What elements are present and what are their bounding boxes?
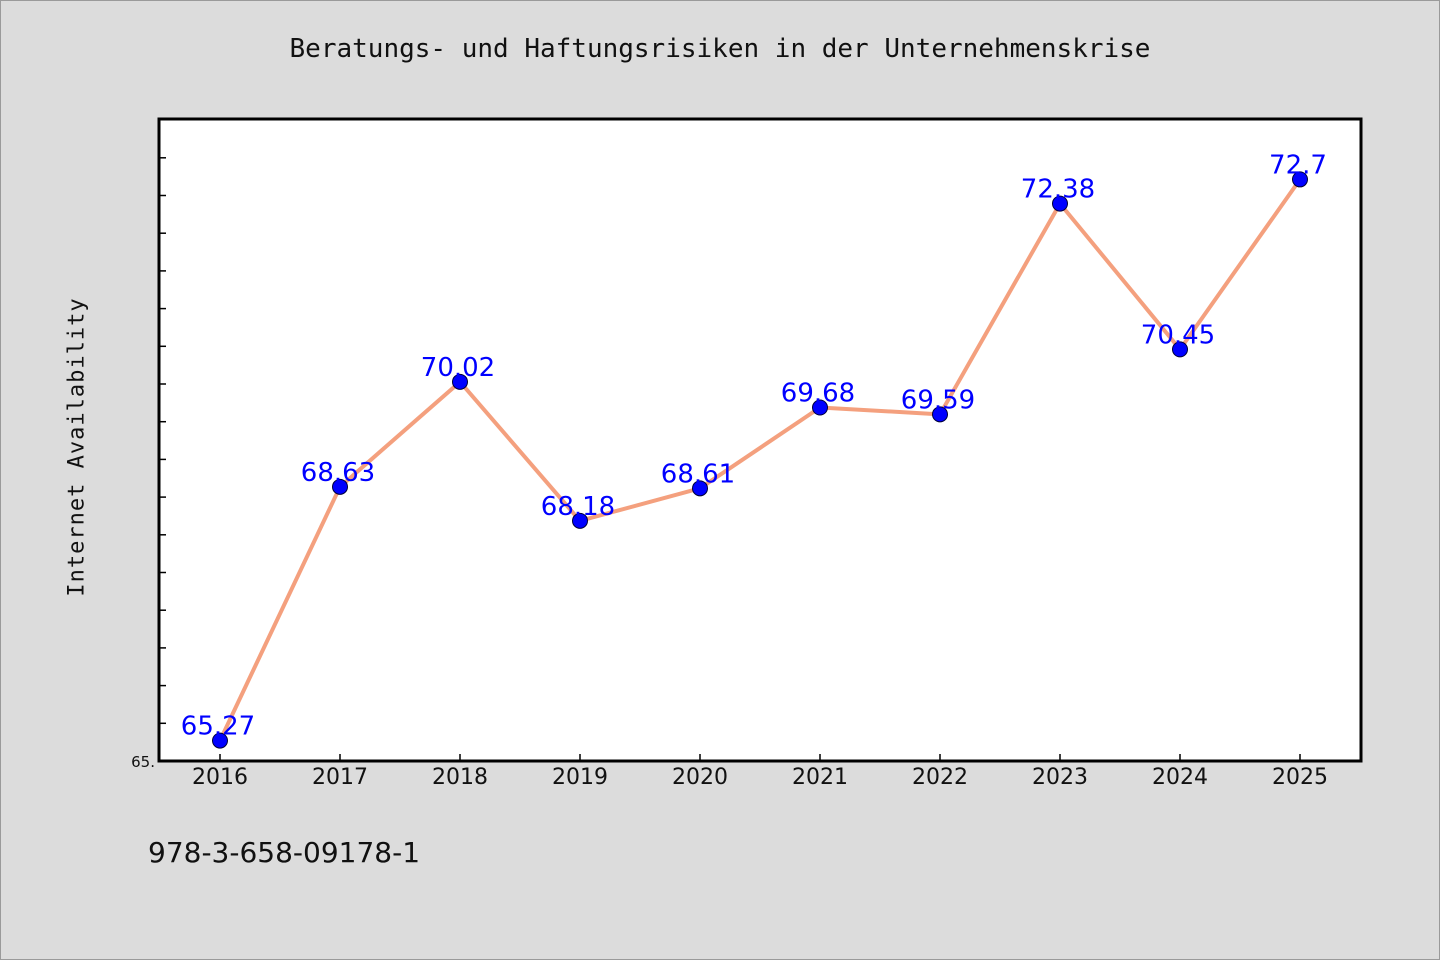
data-label: 72.38 [1021,175,1095,205]
x-tick-label: 2023 [1032,765,1088,790]
x-tick-label: 2019 [552,765,608,790]
data-label: 68.18 [541,492,615,522]
data-label: 72.7 [1269,150,1327,180]
data-point [572,512,588,529]
data-label: 70.45 [1141,320,1215,350]
x-tick-label: 2025 [1272,765,1328,790]
x-tick-label: 2017 [312,765,368,790]
data-point [1292,171,1308,188]
x-tick-label: 2021 [792,765,848,790]
data-point [812,399,828,416]
x-tick-label: 2018 [432,765,488,790]
data-label: 70.02 [421,353,495,383]
x-tick-label: 2022 [912,765,968,790]
data-point [212,732,228,749]
plot-area [157,117,1363,763]
x-tick-label: 2016 [192,765,248,790]
series-line-group [218,178,1302,742]
x-axis-ticks: 2016 2017 2018 2019 2020 2021 2022 2023 2024 2025 [192,754,1328,790]
data-markers [212,171,1308,749]
x-tick-label: 2024 [1152,765,1208,790]
chart-title: Beratungs- und Haftungsrisiken in der Un… [289,34,1151,64]
data-point [332,478,348,495]
data-label: 68.63 [301,458,375,488]
series-line [218,178,1302,742]
data-point [1052,195,1068,212]
data-point [1172,341,1188,358]
data-point [452,373,468,390]
data-label: 65.27 [181,712,255,742]
data-point [692,480,708,497]
data-point [932,406,948,423]
y-axis-ticks: 65. [131,157,166,771]
footer-identifier: 978-3-658-09178-1 [148,836,421,869]
data-label: 69.68 [781,379,855,409]
data-label: 68.61 [661,459,735,489]
y-tick-label: 65. [131,753,155,771]
x-tick-label: 2020 [672,765,728,790]
data-label: 69.59 [901,385,975,415]
data-labels: 65.27 68.63 70.02 68.18 68.61 69.68 69.59 72.38… [181,150,1327,741]
